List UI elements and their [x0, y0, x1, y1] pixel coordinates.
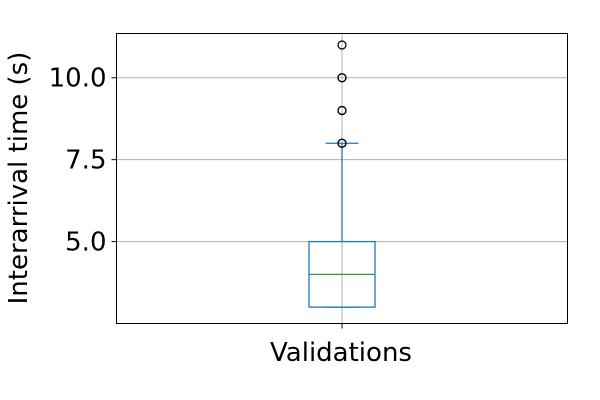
x-axis-label: Validations: [270, 338, 412, 368]
y-axis-label: Interarrival time (s): [4, 52, 34, 305]
outlier-point: [337, 73, 347, 83]
outlier-point: [337, 40, 347, 50]
tick-layer: 5.0 7.5 10.0: [49, 64, 343, 329]
data-layer: [308, 40, 376, 308]
y-tick-label: 5.0: [65, 228, 106, 258]
outlier-point: [337, 138, 347, 148]
y-tick-label: 10.0: [49, 64, 107, 94]
y-tick-label: 7.5: [65, 146, 106, 176]
outlier-point: [337, 105, 347, 116]
